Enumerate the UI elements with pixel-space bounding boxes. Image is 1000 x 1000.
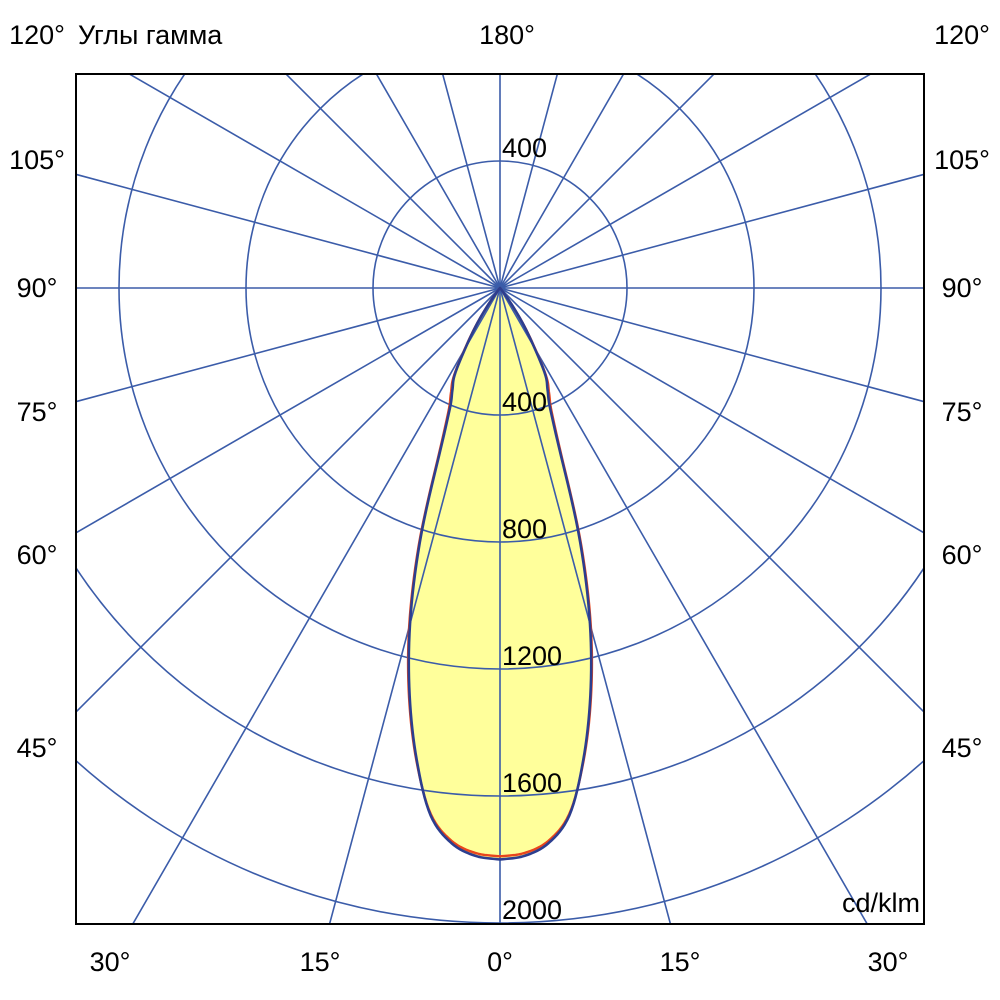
polar-grid-ray-75 [499, 287, 924, 403]
radial-tick-label-800: 800 [502, 514, 547, 544]
polar-grid-circle-400 [372, 160, 628, 416]
gamma-label-bottom-left-15: 15° [300, 947, 341, 977]
polar-grid-ray-315 [76, 287, 501, 714]
unit-label: cd/klm [842, 888, 920, 918]
gamma-label-left-120: 120° [9, 20, 65, 50]
polar-grid-ray-120 [499, 74, 873, 289]
polar-grid-ray-345 [328, 287, 501, 924]
gamma-label-right-105: 105° [934, 145, 990, 175]
polar-grid-ray-210 [375, 74, 501, 289]
polar-grid-ray-330 [131, 287, 501, 924]
gamma-label-left-60: 60° [17, 540, 58, 570]
gamma-label-right-60: 60° [942, 540, 983, 570]
polar-grid-ray-60 [499, 287, 924, 534]
radial-tick-label-top-400: 400 [502, 133, 547, 163]
polar-grid-ray-300 [76, 287, 501, 534]
radial-tick-label-1200: 1200 [502, 641, 562, 671]
radial-tick-label-1600: 1600 [502, 768, 562, 798]
radial-tick-label-400: 400 [502, 387, 547, 417]
gamma-label-left-90: 90° [17, 273, 58, 303]
plot-frame [75, 73, 925, 925]
polar-grid-circle-1600 [76, 566, 924, 797]
gamma-label-left-45: 45° [17, 733, 58, 763]
polar-grid-ray-45 [499, 287, 924, 714]
polar-grid-circle-800 [245, 74, 755, 543]
gamma-label-left-75: 75° [17, 397, 58, 427]
polar-grid-ray-285 [76, 287, 501, 403]
gamma-label-bottom-0: 0° [487, 947, 513, 977]
gamma-label-top-180: 180° [479, 20, 535, 50]
chart-title: Углы гамма [78, 20, 223, 50]
gamma-label-right-45: 45° [942, 733, 983, 763]
polar-grid-ray-165 [499, 74, 559, 289]
polar-grid-ray-255 [76, 173, 501, 289]
radial-tick-label-2000: 2000 [502, 895, 562, 925]
intensity-curve-blue [407, 286, 593, 861]
polar-grid-ray-135 [499, 74, 716, 289]
polar-grid-circle-1200 [118, 74, 882, 670]
gamma-label-right-120: 120° [934, 20, 990, 50]
gamma-label-bottom-right-15: 15° [660, 947, 701, 977]
polar-grid-ray-105 [499, 173, 924, 289]
polar-grid-ray-195 [441, 74, 501, 289]
gamma-label-right-90: 90° [942, 273, 983, 303]
gamma-label-bottom-left-30: 30° [90, 947, 131, 977]
polar-grid-ray-240 [127, 74, 501, 289]
polar-grid-ray-150 [499, 74, 625, 289]
polar-grid-ray-30 [499, 287, 869, 924]
gamma-label-left-105: 105° [9, 145, 65, 175]
polar-grid-ray-15 [499, 287, 672, 924]
gamma-label-right-75: 75° [942, 397, 983, 427]
gamma-label-bottom-right-30: 30° [868, 947, 909, 977]
polar-grid-ray-225 [284, 74, 501, 289]
